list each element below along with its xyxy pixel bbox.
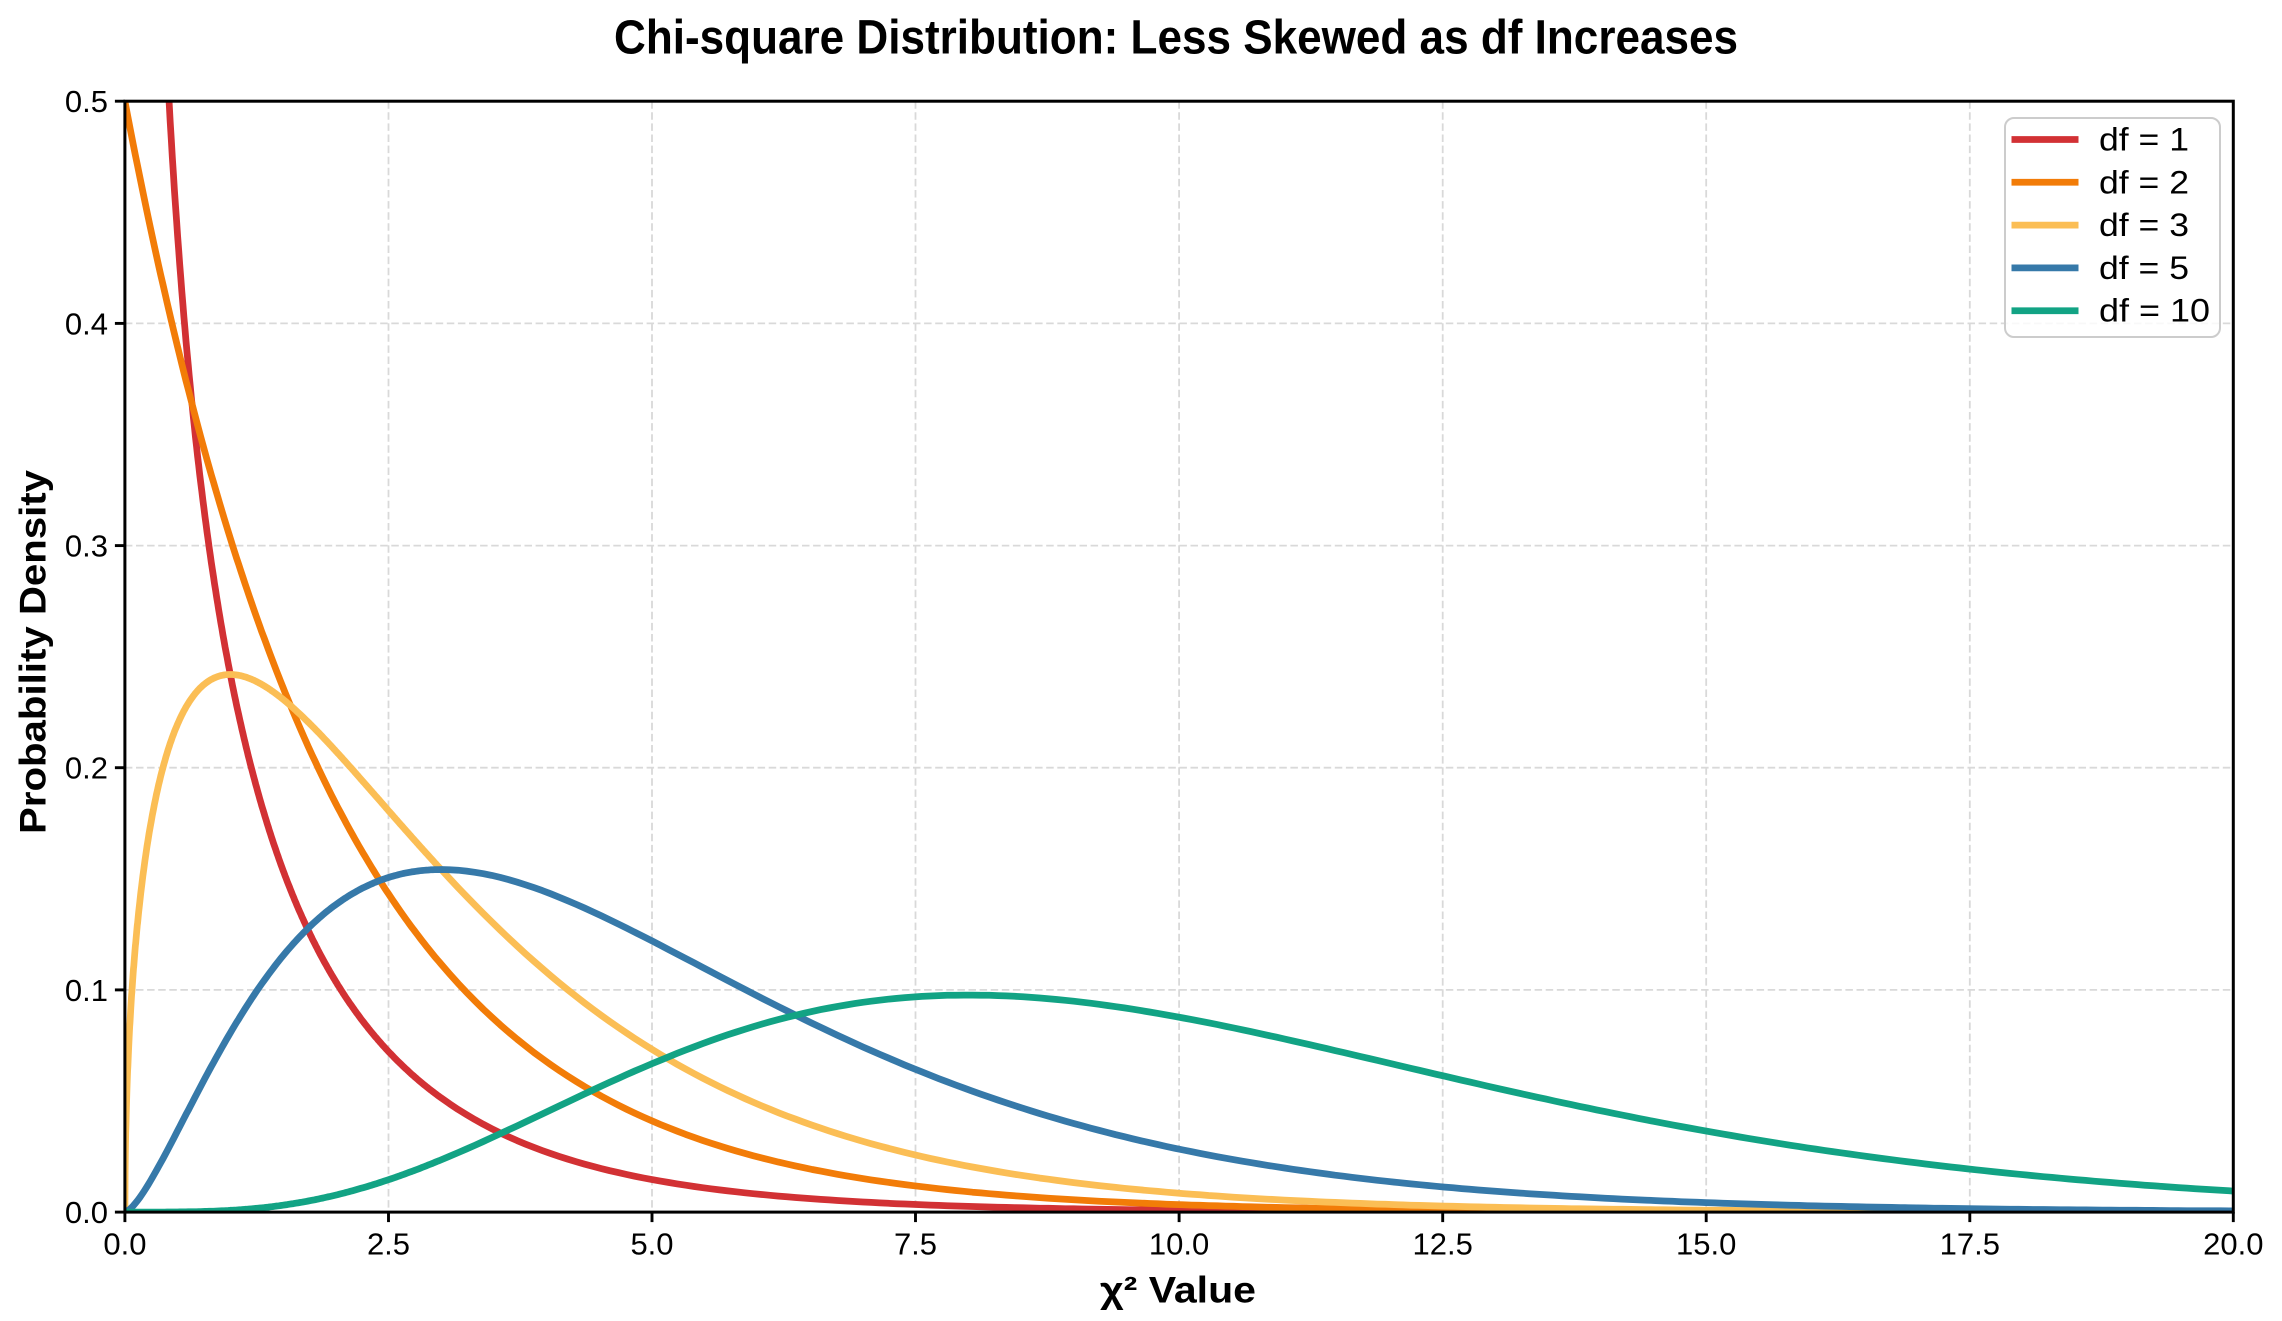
svg-text:0.2: 0.2 (65, 751, 108, 786)
svg-text:df = 3: df = 3 (2099, 207, 2189, 243)
svg-text:17.5: 17.5 (1940, 1227, 2000, 1262)
svg-text:0.4: 0.4 (65, 306, 108, 341)
svg-text:df = 1: df = 1 (2099, 122, 2189, 158)
svg-text:df = 5: df = 5 (2099, 250, 2189, 286)
svg-text:12.5: 12.5 (1413, 1227, 1473, 1262)
svg-text:2.5: 2.5 (367, 1227, 410, 1262)
svg-text:0.0: 0.0 (65, 1195, 108, 1230)
svg-text:0.3: 0.3 (65, 529, 108, 564)
svg-text:χ² Value: χ² Value (1100, 1270, 1256, 1311)
svg-text:0.0: 0.0 (103, 1227, 146, 1262)
svg-text:0.5: 0.5 (65, 84, 108, 119)
svg-text:5.0: 5.0 (630, 1227, 673, 1262)
svg-text:Chi-square Distribution: Less: Chi-square Distribution: Less Skewed as … (614, 11, 1738, 64)
svg-text:df = 2: df = 2 (2099, 164, 2189, 200)
svg-text:7.5: 7.5 (894, 1227, 937, 1262)
svg-text:df = 10: df = 10 (2099, 293, 2210, 329)
svg-text:15.0: 15.0 (1676, 1227, 1736, 1262)
svg-text:20.0: 20.0 (2203, 1227, 2263, 1262)
svg-text:10.0: 10.0 (1149, 1227, 1209, 1262)
svg-text:Probability Density: Probability Density (13, 470, 54, 834)
svg-text:0.1: 0.1 (65, 973, 108, 1008)
